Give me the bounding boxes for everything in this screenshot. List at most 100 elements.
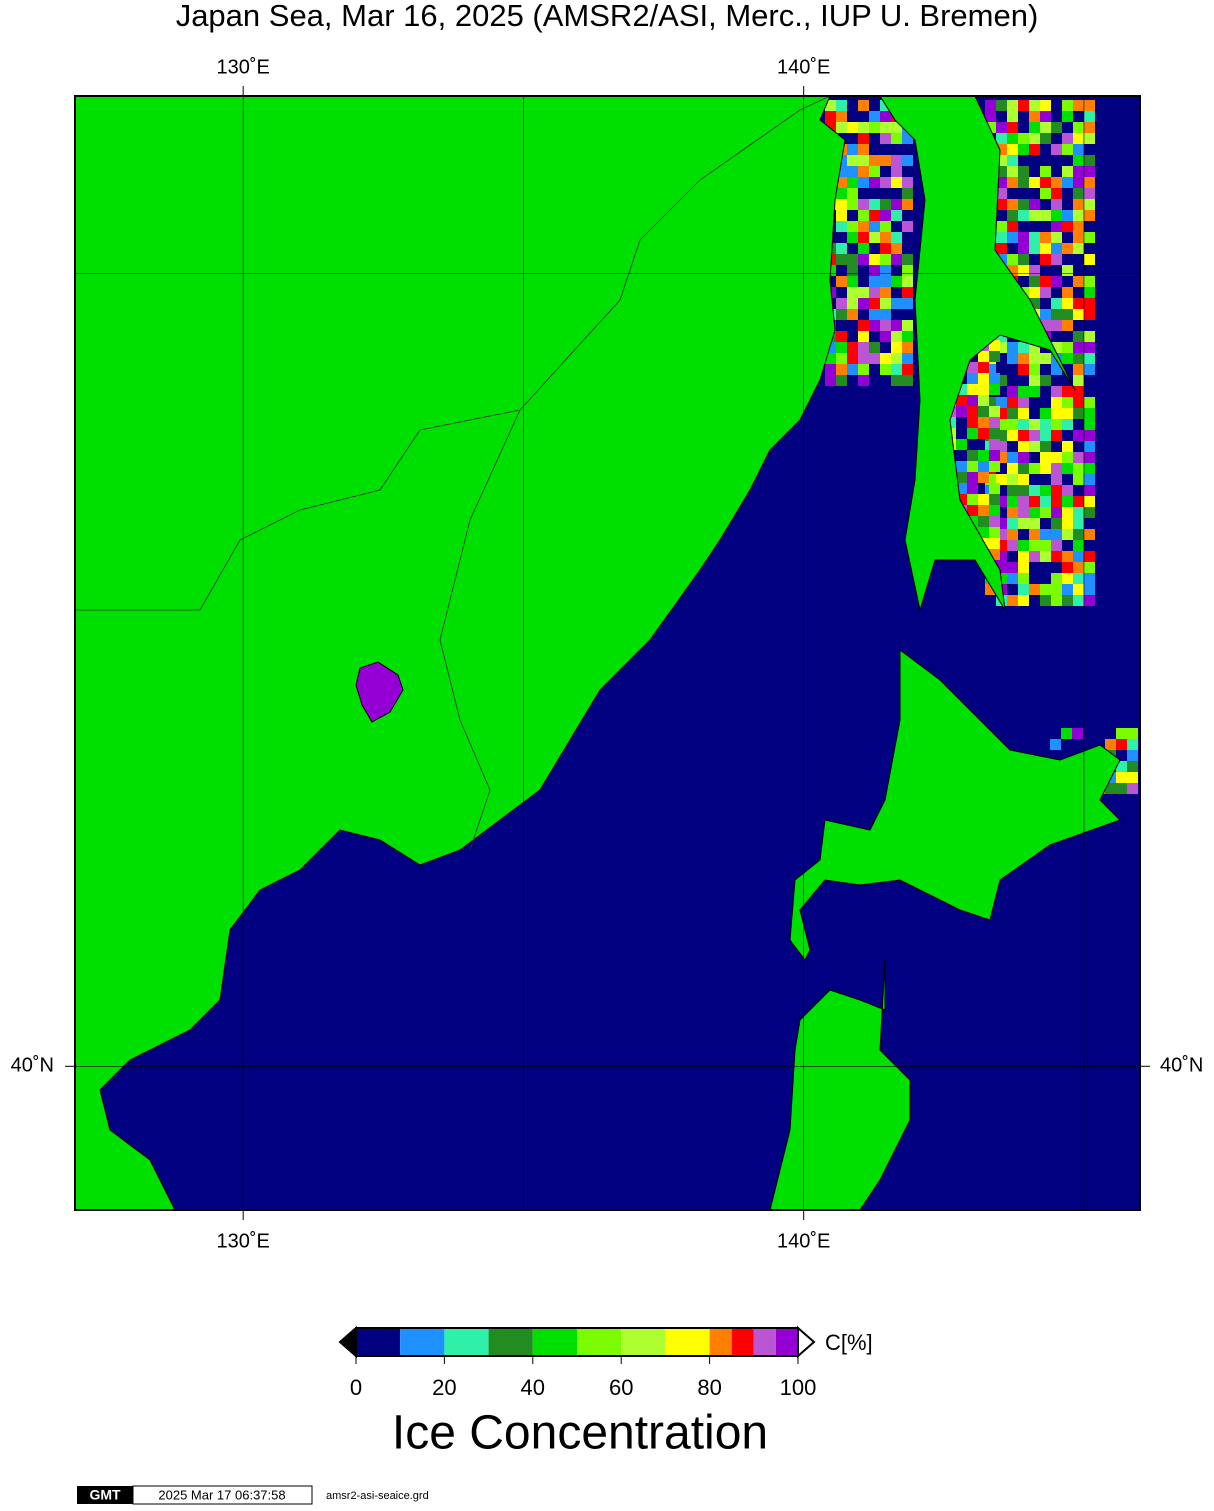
ice-cell [1051, 518, 1062, 529]
ice-cell [1051, 210, 1062, 221]
ice-cell [1073, 507, 1084, 518]
ice-cell [1051, 298, 1062, 309]
ice-cell [1051, 177, 1062, 188]
ice-cell [967, 428, 978, 439]
ice-cell [1073, 540, 1084, 551]
ice-cell [869, 298, 880, 309]
border [75, 95, 831, 611]
ice-cell [956, 483, 967, 494]
colorbar: 0 20 40 60 80 100 C[%] [338, 1325, 873, 1400]
ice-cell [1073, 551, 1084, 562]
ice-cell [996, 452, 1007, 463]
ice-cell [1007, 210, 1018, 221]
ice-cell [1073, 210, 1084, 221]
ice-cell [858, 320, 869, 331]
ice-cell [1073, 452, 1084, 463]
ice-cell [1040, 177, 1051, 188]
ice-cell [1061, 728, 1072, 739]
ice-cell [996, 243, 1007, 254]
ice-cell [858, 155, 869, 166]
ice-cell [996, 496, 1007, 507]
ice-cell [1007, 419, 1018, 430]
ice-cell [996, 221, 1007, 232]
ice-cell [1073, 276, 1084, 287]
ice-cell [847, 221, 858, 232]
colorbar-segment [532, 1328, 577, 1356]
ice-cell [956, 461, 967, 472]
ice-cell [880, 364, 891, 375]
ice-cell [1127, 761, 1138, 772]
ice-cell [880, 133, 891, 144]
ice-cell [1007, 199, 1018, 210]
ice-cell [1007, 529, 1018, 540]
ice-cell [956, 384, 967, 395]
ice-cell [836, 100, 847, 111]
ice-cell [1084, 111, 1095, 122]
ice-cell [1018, 474, 1029, 485]
ice-cell [1051, 386, 1062, 397]
ice-cell [902, 221, 913, 232]
ice-cell [1084, 452, 1095, 463]
ice-cell [989, 373, 1000, 384]
ice-cell [869, 166, 880, 177]
ice-cell [1062, 298, 1073, 309]
ice-cell [1062, 265, 1073, 276]
ice-cell [1040, 441, 1051, 452]
graticule: 130˚E 130˚E 140˚E 140˚E 40˚N 40˚N [11, 56, 1204, 1252]
ice-cell [1062, 309, 1073, 320]
ice-cell [1018, 364, 1029, 375]
ice-cell [1062, 100, 1073, 111]
ice-cell [967, 494, 978, 505]
ice-cell [1062, 485, 1073, 496]
ice-cell [989, 417, 1000, 428]
colorbar-segment [775, 1328, 798, 1356]
ice-cell [869, 254, 880, 265]
ice-cell [1072, 728, 1083, 739]
ice-cell [1073, 430, 1084, 441]
ice-cell [1007, 342, 1018, 353]
ice-cell [996, 100, 1007, 111]
ice-cell [1062, 584, 1073, 595]
ice-cell [1007, 232, 1018, 243]
ice-cell [847, 287, 858, 298]
ice-cell [1040, 507, 1051, 518]
ice-cell [1040, 166, 1051, 177]
ice-cell [1029, 507, 1040, 518]
gmt-logo: GMT [89, 1487, 121, 1503]
ice-cell [1051, 232, 1062, 243]
ice-cell [891, 320, 902, 331]
y-tick-label: 40˚N [11, 1055, 54, 1077]
ice-cell [1127, 728, 1138, 739]
colorbar-segment [356, 1328, 401, 1356]
ice-cell [1051, 144, 1062, 155]
ice-cell [1073, 133, 1084, 144]
ice-field [825, 100, 1138, 794]
ice-cell [1084, 595, 1095, 606]
ice-cell [989, 549, 1000, 560]
ice-cell [1040, 122, 1051, 133]
ice-cell [1007, 430, 1018, 441]
ice-cell [1073, 331, 1084, 342]
ice-cell [847, 232, 858, 243]
ice-cell [1073, 221, 1084, 232]
ice-cell [1040, 243, 1051, 254]
ice-cell [880, 309, 891, 320]
ice-cell [902, 375, 913, 386]
ice-cell [996, 188, 1007, 199]
ice-cell [1029, 243, 1040, 254]
ice-cell [1040, 419, 1051, 430]
ice-cell [825, 364, 836, 375]
ice-cell [1018, 144, 1029, 155]
ice-cell [989, 450, 1000, 461]
ice-cell [1029, 111, 1040, 122]
ice-cell [989, 428, 1000, 439]
ice-cell [1018, 210, 1029, 221]
ice-cell [1029, 177, 1040, 188]
ice-cell [1040, 452, 1051, 463]
ice-cell [902, 199, 913, 210]
y-tick-label: 40˚N [1160, 1055, 1203, 1077]
ice-cell [1040, 320, 1051, 331]
colorbar-frame [355, 1327, 799, 1357]
ice-cell [1018, 419, 1029, 430]
ice-cell [1007, 254, 1018, 265]
